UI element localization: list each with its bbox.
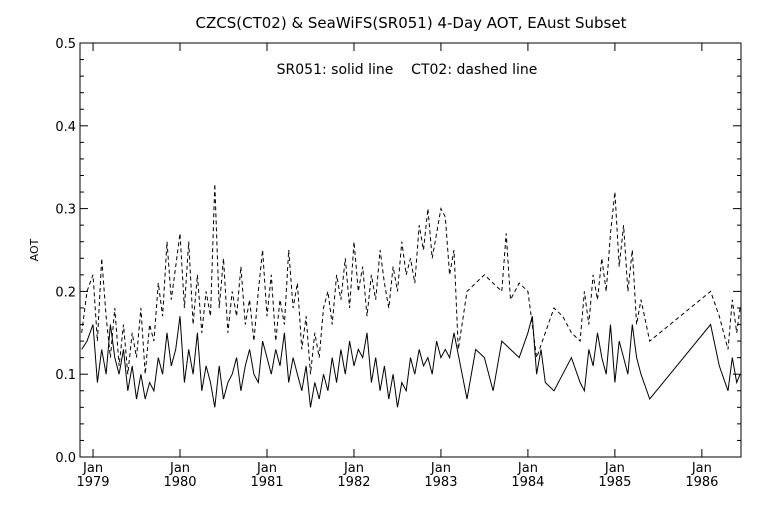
x-tick-label-month: Jan [82, 461, 103, 476]
x-tick-label-month: Jan [169, 461, 190, 476]
y-axis-label: AOT [28, 238, 41, 261]
x-tick-label-month: Jan [604, 461, 625, 476]
x-tick-label-month: Jan [517, 461, 538, 476]
chart-title: CZCS(CT02) & SeaWiFS(SR051) 4-Day AOT, E… [196, 14, 627, 32]
x-tick-label-year: 1980 [163, 475, 196, 490]
y-tick-label: 0.2 [55, 285, 76, 300]
x-tick-label-month: Jan [343, 461, 364, 476]
x-tick-label-month: Jan [256, 461, 277, 476]
x-tick-label-year: 1982 [337, 475, 370, 490]
x-tick-label-year: 1979 [76, 475, 109, 490]
y-tick-label: 0.1 [55, 368, 76, 383]
x-tick-label-year: 1984 [511, 475, 544, 490]
axes-layer: 0.00.10.20.30.40.5Jan1979Jan1980Jan1981J… [55, 37, 742, 490]
x-tick-label-month: Jan [691, 461, 712, 476]
y-tick-label: 0.5 [55, 37, 76, 52]
y-tick-label: 0.4 [55, 120, 76, 135]
x-tick-label-year: 1986 [685, 475, 718, 490]
plot-frame [79, 42, 742, 458]
x-tick-label-month: Jan [430, 461, 451, 476]
y-tick-label: 0.3 [55, 203, 76, 218]
x-tick-label-year: 1983 [424, 475, 457, 490]
series-layer [81, 183, 741, 408]
y-tick-label: 0.0 [55, 451, 76, 466]
x-tick-label-year: 1985 [598, 475, 631, 490]
series-line-ct02 [81, 183, 741, 375]
series-line-sr051 [81, 316, 741, 408]
legend-annotation: SR051: solid line CT02: dashed line [277, 62, 538, 78]
x-tick-label-year: 1981 [250, 475, 283, 490]
